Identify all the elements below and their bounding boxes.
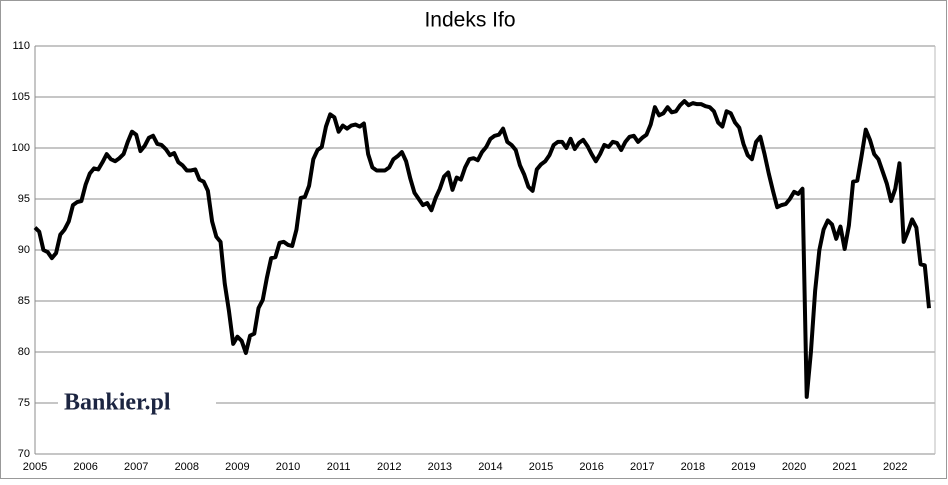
x-tick-label: 2019 [731,461,755,473]
y-tick-label: 70 [18,448,30,460]
x-tick-label: 2011 [327,461,351,473]
y-tick-label: 95 [18,193,30,205]
y-tick-label: 100 [12,142,30,154]
x-tick-label: 2022 [883,461,907,473]
x-tick-label: 2016 [579,461,603,473]
chart-title: Indeks Ifo [424,9,515,32]
x-tick-label: 2010 [276,461,300,473]
y-tick-label: 80 [18,346,30,358]
y-tick-label: 85 [18,295,30,307]
y-tick-label: 75 [18,397,30,409]
x-tick-label: 2009 [225,461,249,473]
y-tick-label: 105 [12,91,30,103]
y-tick-label: 110 [12,40,30,52]
x-tick-label: 2005 [23,461,47,473]
y-tick-label: 90 [18,244,30,256]
watermark: Bankier.pl [64,390,171,416]
x-tick-label: 2015 [529,461,553,473]
x-tick-label: 2013 [428,461,452,473]
x-tick-label: 2014 [478,461,502,473]
line-series [33,99,931,399]
x-tick-label: 2020 [782,461,806,473]
x-tick-label: 2017 [630,461,654,473]
x-tick-label: 2007 [124,461,148,473]
x-tick-label: 2006 [73,461,97,473]
x-tick-label: 2018 [681,461,705,473]
watermark-bg [58,388,216,420]
x-tick-label: 2021 [832,461,856,473]
x-tick-label: 2012 [377,461,401,473]
x-tick-label: 2008 [175,461,199,473]
